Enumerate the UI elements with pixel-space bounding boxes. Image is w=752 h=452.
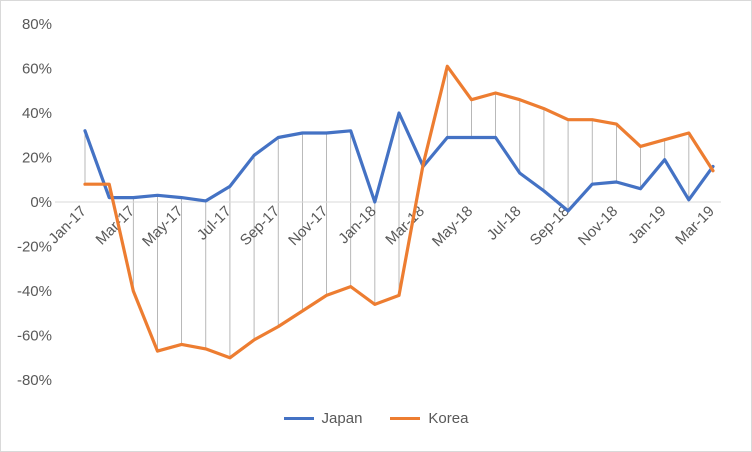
y-tick-label: -40% [17, 283, 52, 300]
x-tick-label: Jan-18 [335, 203, 379, 247]
drop-lines [84, 66, 714, 358]
x-tick-label: Nov-17 [285, 203, 331, 249]
y-tick-label: 40% [22, 105, 52, 122]
legend-swatch-korea [390, 417, 421, 420]
legend: Japan Korea [0, 410, 752, 427]
series-line-korea [83, 64, 715, 360]
legend-label-korea: Korea [428, 410, 469, 427]
x-tick-label: May-18 [429, 203, 476, 250]
legend-label-japan: Japan [321, 410, 363, 427]
legend-swatch-japan [283, 417, 314, 420]
y-axis-ticks: 80% 60% 40% 20% 0% -20% -40% -60% -80% [17, 16, 52, 389]
x-tick-label: Jul-17 [194, 203, 235, 244]
series-layer [83, 64, 715, 360]
legend-item-korea[interactable]: Korea [390, 410, 468, 427]
x-tick-label: Jul-18 [484, 203, 525, 244]
x-tick-label: Mar-19 [672, 203, 718, 249]
x-axis-ticks: Jan-17 Mar-17 May-17 Jul-17 Sep-17 Nov-17 Jan-… [45, 203, 717, 250]
y-tick-label: -60% [17, 328, 52, 345]
x-tick-label: Jan-17 [45, 203, 89, 247]
x-tick-label: Mar-18 [382, 203, 428, 249]
x-tick-label: May-17 [139, 203, 186, 250]
y-tick-label: -80% [17, 372, 52, 389]
x-tick-label: Jan-19 [625, 203, 669, 247]
y-tick-label: 20% [22, 150, 52, 167]
y-tick-label: -20% [17, 239, 52, 256]
y-tick-label: 60% [22, 61, 52, 78]
x-tick-label: Nov-18 [575, 203, 621, 249]
series-line-japan [83, 111, 715, 213]
y-tick-label: 80% [22, 16, 52, 33]
legend-item-japan[interactable]: Japan [283, 410, 363, 427]
y-tick-label: 0% [30, 194, 52, 211]
x-tick-label: Sep-17 [237, 203, 283, 249]
